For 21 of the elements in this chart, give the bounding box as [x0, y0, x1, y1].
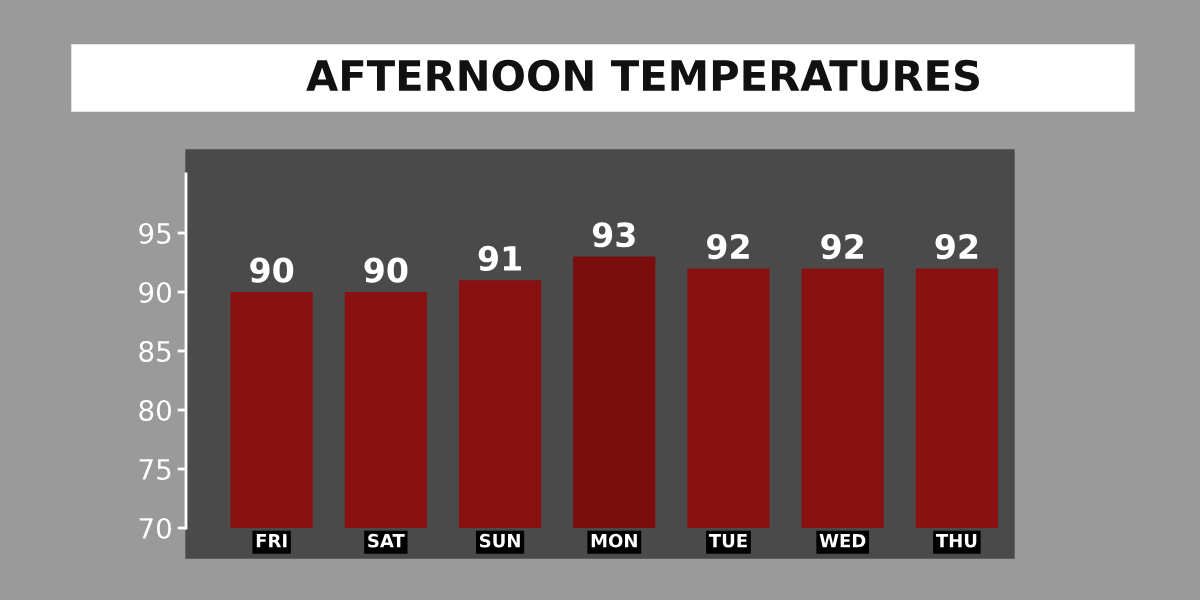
- data-label: 91: [478, 245, 521, 271]
- x-tick-label: SUN: [479, 533, 520, 548]
- chart-title: AFTERNOON TEMPERATURES: [306, 59, 979, 92]
- x-tick-label: MON: [591, 533, 637, 548]
- data-label: 92: [935, 233, 978, 260]
- y-tick-label: 95: [139, 222, 171, 244]
- x-tick-label: WED: [819, 534, 866, 548]
- y-tick-label: 75: [139, 459, 171, 480]
- x-tick-label: TUE: [708, 534, 747, 548]
- data-label: 90: [364, 257, 408, 283]
- data-label: 92: [821, 233, 863, 260]
- x-tick-label: FRI: [256, 534, 287, 548]
- y-tick-label: 90: [139, 281, 171, 303]
- x-tick-label: SAT: [368, 533, 405, 548]
- y-tick-label: 70: [139, 517, 171, 539]
- data-label: 90: [250, 257, 294, 283]
- data-label: 93: [592, 222, 635, 248]
- data-label: 92: [707, 233, 749, 260]
- x-tick-label: THU: [935, 534, 977, 548]
- y-tick-label: 80: [139, 399, 171, 421]
- y-tick-label: 85: [139, 340, 171, 362]
